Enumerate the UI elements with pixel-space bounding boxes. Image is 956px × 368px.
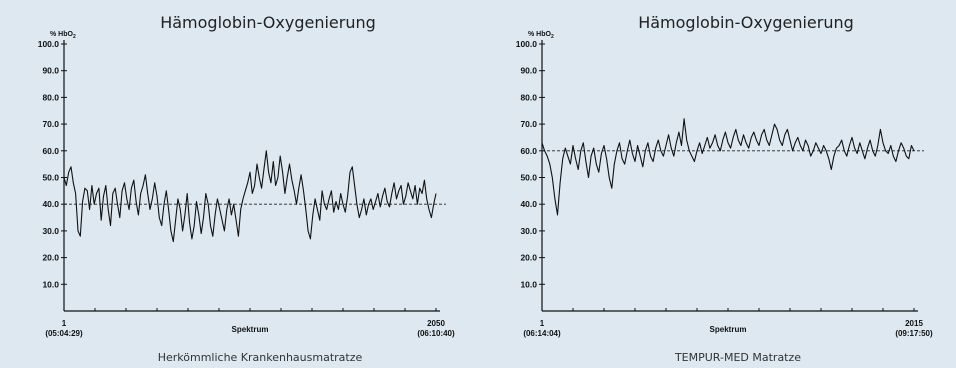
x-start-time: (05:04:29) xyxy=(45,329,83,338)
x-end-value: 2015 xyxy=(905,319,923,328)
y-axis-label-main: % HbO xyxy=(50,31,74,38)
y-axis-label-subscript: 2 xyxy=(73,34,76,40)
y-tick-label: 10.0 xyxy=(520,279,537,289)
y-axis-label-subscript: 2 xyxy=(551,34,554,40)
y-tick-label: 20.0 xyxy=(42,253,59,263)
x-start-value: 1 xyxy=(540,319,545,328)
y-tick-label: 60.0 xyxy=(520,146,537,156)
y-tick-label: 70.0 xyxy=(42,119,59,129)
chart-title: Hämoglobin-Oxygenierung xyxy=(638,13,854,32)
y-tick-label: 30.0 xyxy=(520,226,537,236)
x-end-time: (06:10:40) xyxy=(417,329,455,338)
y-tick-label: 40.0 xyxy=(520,199,537,209)
y-tick-label: 80.0 xyxy=(520,92,537,102)
y-tick-label: 80.0 xyxy=(42,92,59,102)
y-tick-label: 90.0 xyxy=(42,66,59,76)
y-axis-label-main: % HbO xyxy=(528,31,552,38)
chart-panel-right: Hämoglobin-Oxygenierung % HbO2 10.0 20.0 30.… xyxy=(478,0,956,368)
y-tick-label: 100.0 xyxy=(38,39,60,49)
chart-panel-left: Hämoglobin-Oxygenierung % HbO2 10.0 20.0 30.… xyxy=(38,13,455,364)
x-end-value: 2050 xyxy=(427,319,445,328)
y-tick-label: 50.0 xyxy=(42,173,59,183)
series-line-hbo2 xyxy=(541,118,915,216)
chart-title: Hämoglobin-Oxygenierung xyxy=(160,13,376,32)
x-axis-label: Spektrum xyxy=(710,325,747,334)
x-end-time: (09:17:50) xyxy=(895,329,933,338)
y-tick-label: 50.0 xyxy=(520,173,537,183)
x-start-time: (06:14:04) xyxy=(523,329,561,338)
x-axis-label: Spektrum xyxy=(232,325,269,334)
hbo2-chart-hospital-mattress: Hämoglobin-Oxygenierung % HbO2 10.0 20.0 30.… xyxy=(38,13,455,364)
y-tick-label: 40.0 xyxy=(42,199,59,209)
y-axis-label: % HbO2 xyxy=(50,31,76,40)
y-axis-label: % HbO2 xyxy=(528,31,554,40)
chart-caption: Herkömmliche Krankenhausmatratze xyxy=(158,351,363,364)
hbo2-chart-tempur-med: Hämoglobin-Oxygenierung % HbO2 10.0 20.0 30.… xyxy=(516,13,933,364)
y-tick-label: 20.0 xyxy=(520,253,537,263)
y-tick-label: 100.0 xyxy=(516,39,538,49)
y-tick-label: 30.0 xyxy=(42,226,59,236)
x-start-value: 1 xyxy=(62,319,67,328)
y-tick-label: 60.0 xyxy=(42,146,59,156)
chart-caption: TEMPUR-MED Matratze xyxy=(674,351,801,364)
y-tick-label: 90.0 xyxy=(520,66,537,76)
y-tick-label: 70.0 xyxy=(520,119,537,129)
y-tick-label: 10.0 xyxy=(42,279,59,289)
series-line-hbo2 xyxy=(63,150,437,243)
